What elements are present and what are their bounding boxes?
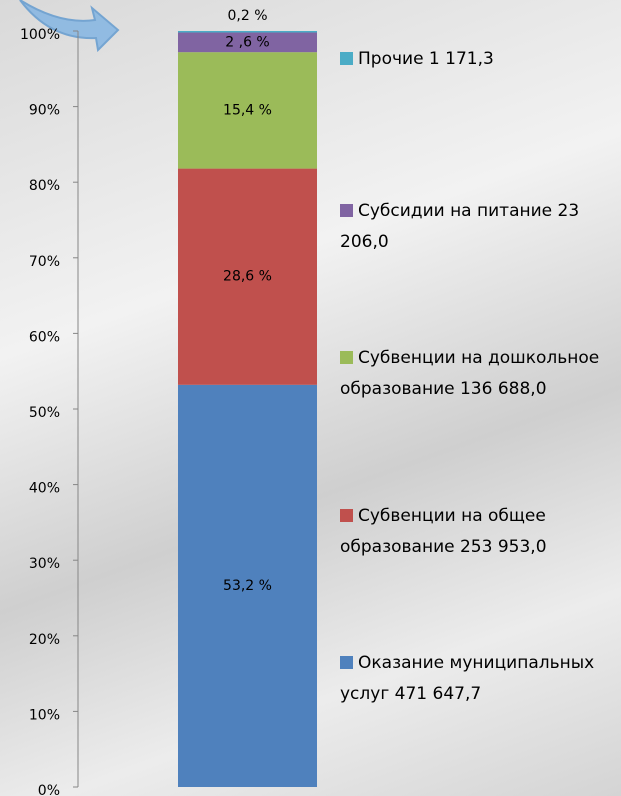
data-label: 0,2 % xyxy=(227,8,267,24)
legend-swatch xyxy=(340,52,353,65)
legend-swatch xyxy=(340,509,353,522)
legend-label: Прочие 1 171,3 xyxy=(358,49,494,69)
y-tick-label: 30% xyxy=(29,556,60,572)
bar-segment xyxy=(178,31,317,33)
legend-entry: Субсидии на питание 23 206,0 xyxy=(340,196,615,258)
y-tick-label: 80% xyxy=(29,178,60,194)
legend-swatch xyxy=(340,656,353,669)
legend-swatch xyxy=(340,204,353,217)
legend-entry: Субвенции на дошкольное образование 136 … xyxy=(340,343,615,405)
legend-label: Субвенции на дошкольное образование 136 … xyxy=(340,348,599,399)
y-tick-label: 20% xyxy=(29,632,60,648)
data-label: 53,2 % xyxy=(223,578,272,594)
legend-label: Оказание муниципальных услуг 471 647,7 xyxy=(340,653,594,704)
y-tick-label: 10% xyxy=(29,707,60,723)
legend-entry: Прочие 1 171,3 xyxy=(340,44,615,75)
data-label: 2 ,6 % xyxy=(225,34,269,50)
data-label: 15,4 % xyxy=(223,102,272,118)
y-tick-label: 90% xyxy=(29,103,60,119)
data-label: 28,6 % xyxy=(223,269,272,285)
legend-entry: Оказание муниципальных услуг 471 647,7 xyxy=(340,648,615,710)
y-tick-label: 50% xyxy=(29,405,60,421)
slide: 0% 10% 20% 30% 40% 50% 60% 70% 80% 90% 100% 53,2 % 2… xyxy=(0,0,621,796)
y-tick-label: 70% xyxy=(29,254,60,270)
legend-label: Субвенции на общее образование 253 953,0 xyxy=(340,506,547,557)
legend-label: Субсидии на питание 23 206,0 xyxy=(340,201,579,252)
y-tick-label: 0% xyxy=(38,783,60,796)
legend-entry: Субвенции на общее образование 253 953,0 xyxy=(340,501,615,563)
y-tick-label: 60% xyxy=(29,329,60,345)
legend-swatch xyxy=(340,351,353,364)
y-tick-label: 100% xyxy=(20,27,60,43)
y-tick-label: 40% xyxy=(29,481,60,497)
